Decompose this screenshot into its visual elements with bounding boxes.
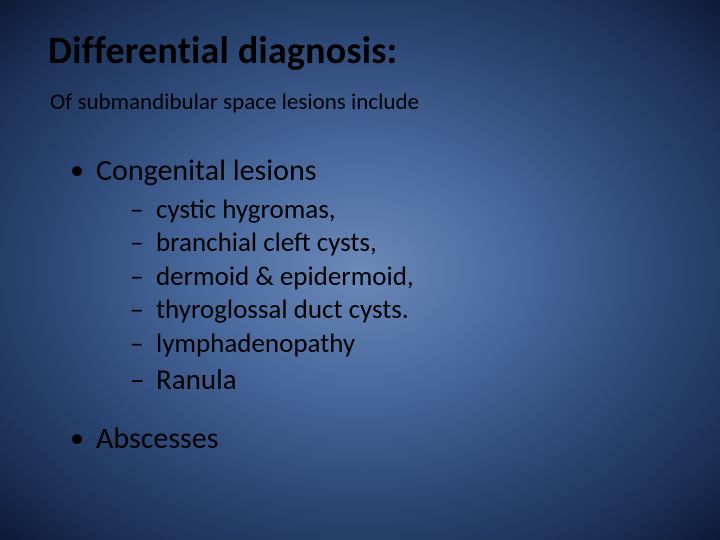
bullet-label: Congenital lesions (96, 152, 317, 189)
bullet-item-abscesses: Abscesses (70, 420, 672, 457)
sub-item: thyroglossal duct cysts. (130, 293, 672, 326)
bullet-label: Abscesses (96, 420, 218, 457)
slide-title: Differential diagnosis: (48, 28, 672, 74)
slide: Differential diagnosis: Of submandibular… (0, 0, 720, 540)
bullet-item-congenital: Congenital lesions cystic hygromas, bran… (70, 152, 672, 398)
sub-item: cystic hygromas, (130, 193, 672, 226)
sub-item: dermoid & epidermoid, (130, 260, 672, 293)
sub-item: lymphadenopathy (130, 327, 672, 360)
slide-subtitle: Of submandibular space lesions include (50, 88, 672, 116)
sub-item-emphasized: Ranula (130, 362, 672, 398)
bullet-list: Congenital lesions cystic hygromas, bran… (70, 152, 672, 457)
sub-item: branchial cleft cysts, (130, 226, 672, 259)
sub-list: cystic hygromas, branchial cleft cysts, … (130, 193, 672, 398)
